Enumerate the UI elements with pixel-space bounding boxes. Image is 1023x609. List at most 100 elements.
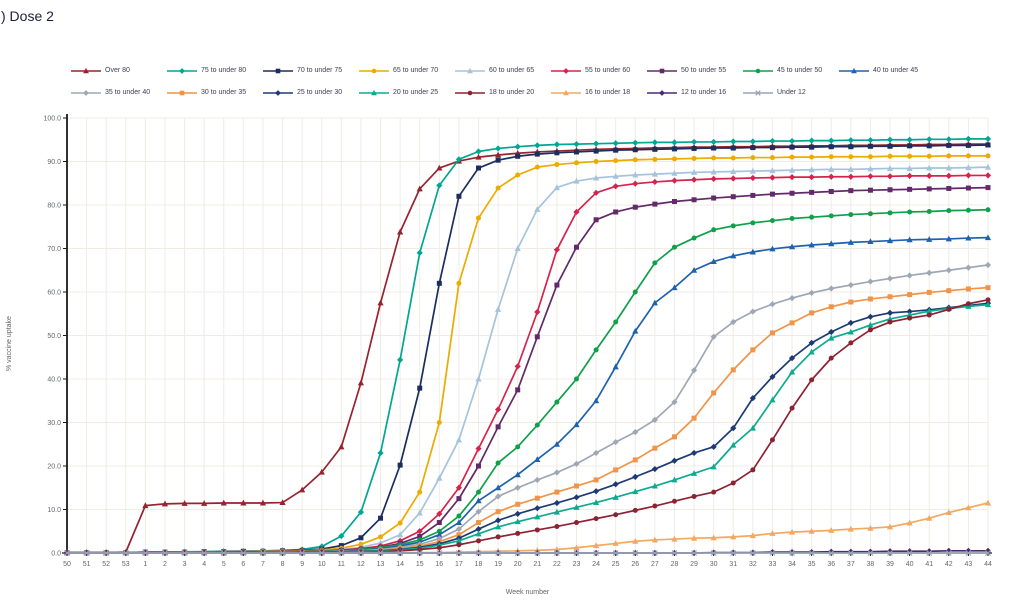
series-16-to-under-18 — [63, 499, 992, 556]
x-tick-label: 31 — [729, 561, 737, 568]
legend-marker-icon — [551, 89, 581, 95]
x-tick-label: 27 — [651, 561, 659, 568]
x-tick-label: 5 — [222, 561, 226, 568]
series-under-12 — [64, 550, 991, 556]
y-tick-label: 50.0 — [47, 333, 61, 340]
x-tick-label: 19 — [494, 561, 502, 568]
legend-marker-icon — [167, 67, 197, 74]
x-tick-label: 18 — [475, 561, 483, 568]
x-tick-label: 42 — [945, 561, 953, 568]
x-tick-label: 1 — [143, 561, 147, 568]
y-tick-label: 10.0 — [47, 507, 61, 514]
legend-label: 30 to under 35 — [201, 89, 247, 96]
legend-item-under-12: Under 12 — [743, 88, 839, 97]
x-tick-label: 25 — [612, 561, 620, 568]
legend-label: Over 80 — [105, 67, 130, 74]
legend-marker-icon — [647, 89, 677, 96]
chart-legend: Over 80 75 to under 80 70 to under 75 65 to… — [71, 66, 935, 97]
x-tick-label: 16 — [435, 561, 443, 568]
series-line-75-to-under-80 — [67, 138, 988, 554]
x-tick-label: 39 — [886, 561, 894, 568]
legend-marker-icon — [647, 68, 677, 73]
x-tick-label: 14 — [396, 561, 404, 568]
x-tick-label: 9 — [300, 561, 304, 568]
legend-label: 65 to under 70 — [393, 67, 439, 74]
x-tick-label: 7 — [261, 561, 265, 568]
x-tick-label: 2 — [163, 561, 167, 568]
x-tick-label: 3 — [183, 561, 187, 568]
x-tick-label: 52 — [102, 561, 110, 568]
x-tick-label: 23 — [573, 561, 581, 568]
legend-marker-icon — [359, 68, 389, 73]
legend-label: 25 to under 30 — [297, 89, 343, 96]
series-line-over-80 — [67, 143, 988, 554]
legend-marker-icon — [71, 67, 101, 73]
x-tick-label: 28 — [671, 561, 679, 568]
legend-label: Under 12 — [777, 89, 806, 96]
y-tick-label: 90.0 — [47, 159, 61, 166]
y-axis-title: % vaccine uptake — [6, 316, 13, 371]
x-tick-label: 36 — [827, 561, 835, 568]
legend-marker-icon — [359, 89, 389, 95]
x-tick-label: 13 — [377, 561, 385, 568]
x-tick-label: 43 — [965, 561, 973, 568]
legend-marker-icon — [71, 89, 101, 96]
x-tick-label: 32 — [749, 561, 757, 568]
series-40-to-under-45 — [63, 234, 992, 556]
gridlines — [66, 117, 989, 554]
legend-marker-icon — [839, 67, 869, 73]
y-tick-label: 60.0 — [47, 289, 61, 296]
legend-marker-icon — [551, 67, 581, 74]
legend-item-65-to-under-70: 65 to under 70 — [359, 66, 455, 75]
legend-marker-icon — [263, 89, 293, 96]
legend-label: 18 to under 20 — [489, 89, 535, 96]
y-tick-label: 80.0 — [47, 202, 61, 209]
legend-item-12-to-under-16: 12 to under 16 — [647, 88, 743, 97]
x-tick-label: 30 — [710, 561, 718, 568]
x-tick-label: 10 — [318, 561, 326, 568]
legend-label: 60 to under 65 — [489, 67, 535, 74]
x-tick-label: 4 — [202, 561, 206, 568]
x-tick-label: 12 — [357, 561, 365, 568]
series-30-to-under-35 — [64, 285, 991, 556]
x-tick-label: 40 — [906, 561, 914, 568]
x-tick-label: 8 — [281, 561, 285, 568]
legend-marker-icon — [743, 89, 773, 96]
legend-label: 45 to under 50 — [777, 67, 823, 74]
x-tick-label: 6 — [241, 561, 245, 568]
legend-label: 55 to under 60 — [585, 67, 631, 74]
legend-label: 20 to under 25 — [393, 89, 439, 96]
legend-item-18-to-under-20: 18 to under 20 — [455, 88, 551, 97]
legend-label: 70 to under 75 — [297, 67, 343, 74]
legend-label: 50 to under 55 — [681, 67, 727, 74]
series-line-70-to-under-75 — [67, 144, 989, 554]
series-line-30-to-under-35 — [67, 286, 989, 554]
legend-item-40-to-under-45: 40 to under 45 — [839, 66, 935, 75]
x-tick-label: 35 — [808, 561, 816, 568]
y-tick-label: 20.0 — [47, 463, 61, 470]
legend-label: 16 to under 18 — [585, 89, 631, 96]
series-over-80 — [63, 140, 992, 556]
x-tick-label: 51 — [83, 561, 91, 568]
legend-marker-icon — [263, 68, 293, 73]
x-tick-label: 29 — [690, 561, 698, 568]
legend-label: 12 to under 16 — [681, 89, 727, 96]
y-tick-label: 30.0 — [47, 420, 61, 427]
x-tick-label: 38 — [867, 561, 875, 568]
legend-item-50-to-under-55: 50 to under 55 — [647, 66, 743, 75]
legend-item-70-to-under-75: 70 to under 75 — [263, 66, 359, 75]
y-tick-label: 0.0 — [51, 550, 61, 557]
legend-item-45-to-under-50: 45 to under 50 — [743, 66, 839, 75]
x-tick-label: 11 — [338, 561, 345, 568]
y-tick-label: 40.0 — [47, 376, 61, 383]
x-tick-label: 50 — [63, 561, 71, 568]
legend-item-20-to-under-25: 20 to under 25 — [359, 88, 455, 97]
legend-item-16-to-under-18: 16 to under 18 — [551, 88, 647, 97]
series-line-60-to-under-65 — [67, 166, 989, 554]
legend-marker-icon — [167, 90, 197, 95]
legend-marker-icon — [455, 90, 485, 95]
legend-item-75-to-under-80: 75 to under 80 — [167, 66, 263, 75]
legend-label: 75 to under 80 — [201, 67, 247, 74]
legend-label: 40 to under 45 — [873, 67, 919, 74]
